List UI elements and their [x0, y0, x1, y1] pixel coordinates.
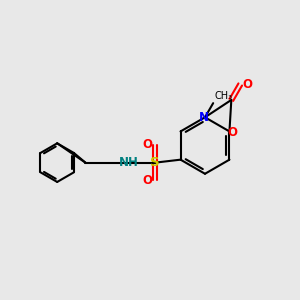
- Text: S: S: [151, 156, 160, 169]
- Text: O: O: [243, 78, 253, 91]
- Text: O: O: [143, 174, 153, 187]
- Text: NH: NH: [118, 156, 139, 169]
- Text: CH₃: CH₃: [214, 91, 233, 101]
- Text: O: O: [227, 126, 237, 140]
- Text: N: N: [199, 111, 208, 124]
- Text: O: O: [143, 138, 153, 151]
